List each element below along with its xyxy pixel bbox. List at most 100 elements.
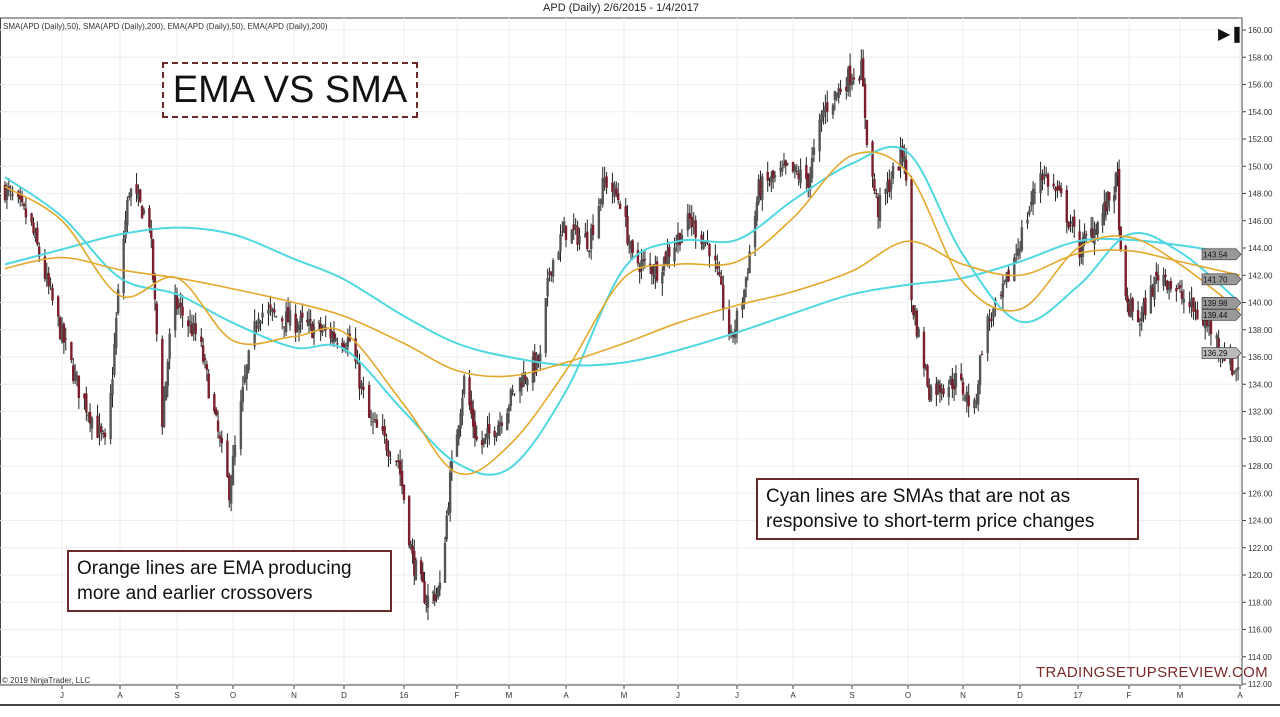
x-tick-label: J — [735, 691, 739, 700]
candle-body — [655, 261, 659, 281]
candle-body — [375, 419, 379, 428]
candle-body — [617, 193, 620, 201]
candle-body — [220, 437, 223, 444]
candle-body — [122, 238, 125, 294]
candle-body — [1094, 234, 1098, 236]
candle-body — [243, 375, 247, 383]
candle-body — [414, 559, 418, 581]
copyright: © 2019 NinjaTrader, LLC — [2, 676, 91, 685]
candle-body — [759, 179, 762, 197]
skip-to-end-icon[interactable]: ▶❚ — [1218, 26, 1244, 43]
candle-body — [1103, 201, 1106, 217]
x-tick-label: J — [676, 691, 680, 700]
candle-body — [951, 378, 954, 389]
candle-body — [965, 391, 968, 402]
candle-body — [884, 189, 887, 194]
candle-body — [562, 221, 566, 233]
candle-body — [495, 433, 498, 438]
candle-body — [85, 393, 88, 413]
candle-body — [871, 141, 874, 177]
candle-body — [1202, 317, 1205, 326]
candle-body — [708, 243, 711, 257]
candle-body — [468, 377, 471, 406]
candle-body — [1003, 280, 1006, 283]
candle-body — [24, 208, 28, 218]
candle-body — [641, 259, 645, 262]
candle-body — [207, 373, 210, 399]
candle-body — [578, 235, 581, 244]
x-tick-label: 17 — [1074, 691, 1083, 700]
candle-body — [356, 362, 359, 364]
candle-body — [385, 438, 388, 451]
candle-body — [30, 213, 33, 223]
candle-body — [311, 323, 314, 339]
candle-body — [1142, 302, 1145, 313]
x-tick-label: O — [230, 691, 236, 700]
candle-body — [34, 232, 37, 238]
candle-body — [865, 119, 869, 145]
candle-body — [175, 293, 179, 309]
candle-body — [601, 178, 604, 205]
candle-body — [779, 168, 782, 170]
candle-body — [770, 175, 773, 183]
candle-body — [162, 398, 166, 428]
y-tick-label: 118.00 — [1248, 598, 1272, 607]
candle-body — [307, 319, 311, 326]
y-tick-label: 144.00 — [1248, 244, 1273, 253]
candle-body — [988, 320, 991, 322]
candle-body — [135, 184, 138, 194]
candle-body — [1180, 291, 1184, 299]
candle-body — [1234, 369, 1238, 371]
y-tick-label: 154.00 — [1248, 108, 1273, 117]
candle-body — [493, 430, 496, 437]
candle-body — [164, 381, 168, 401]
candle-body — [47, 273, 50, 286]
candle-body — [32, 222, 35, 234]
candle-body — [226, 440, 229, 477]
candle-body — [103, 432, 107, 438]
candle-body — [744, 277, 748, 288]
candle-body — [755, 202, 759, 221]
candle-body — [129, 188, 133, 197]
candle-body — [873, 178, 876, 191]
candle-body — [480, 440, 484, 446]
plot-frame — [0, 17, 1243, 686]
x-tick-label: F — [1127, 691, 1132, 700]
candle-body — [51, 287, 54, 301]
candle-body — [899, 147, 902, 167]
candle-body — [808, 173, 812, 191]
candle-body — [3, 184, 7, 201]
candle-body — [383, 426, 386, 437]
candle-body — [720, 276, 723, 285]
candle-body — [935, 383, 938, 395]
candle-body — [45, 273, 48, 280]
candle-body — [863, 83, 867, 118]
y-tick-label: 134.00 — [1248, 380, 1273, 389]
candle-body — [509, 389, 513, 406]
last-price-tag — [1201, 347, 1242, 359]
candle-body — [664, 251, 668, 263]
candle-body — [288, 310, 292, 326]
candle-body — [500, 422, 504, 426]
y-tick-label: 128.00 — [1248, 462, 1273, 471]
candle-body — [98, 425, 101, 434]
candle-body — [597, 205, 601, 239]
candle-body — [795, 171, 799, 173]
candle-body — [686, 213, 690, 231]
candle-body — [396, 460, 400, 463]
candle-body — [127, 195, 131, 198]
candle-body — [586, 231, 589, 250]
candle-body — [513, 393, 516, 395]
candle-body — [584, 233, 587, 238]
candle-body — [1151, 287, 1154, 297]
candle-body — [694, 220, 697, 238]
candle-body — [650, 266, 654, 275]
candle-body — [557, 251, 560, 260]
candle-body — [561, 231, 564, 233]
candle-body — [1169, 281, 1173, 289]
candle-body — [1085, 234, 1088, 236]
candle-body — [1196, 309, 1199, 320]
candle-body — [588, 250, 591, 253]
indicator-legend: SMA(APD (Daily),50), SMA(APD (Daily),200… — [3, 22, 328, 31]
last-value-tag — [1201, 248, 1242, 261]
